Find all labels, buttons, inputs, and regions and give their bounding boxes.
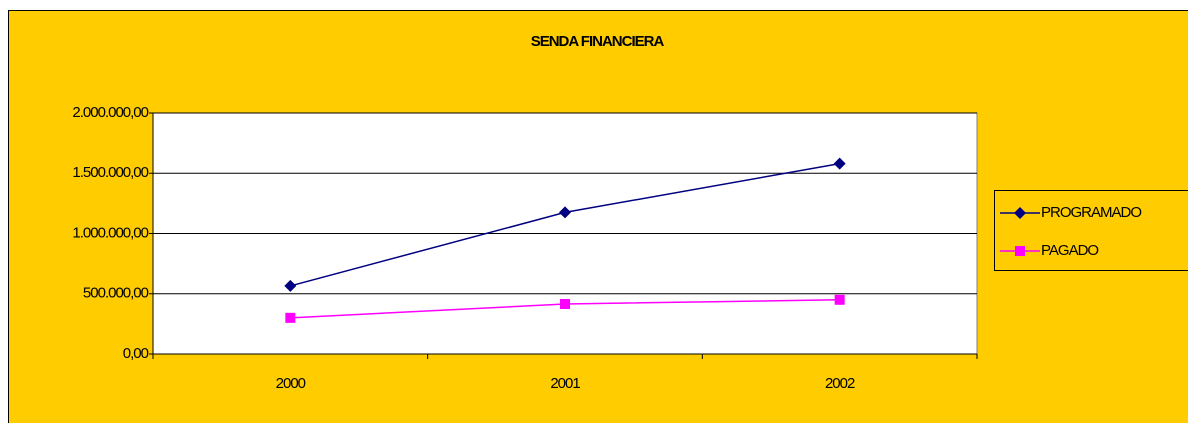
x-tick-label: 2002 bbox=[825, 375, 855, 392]
legend-label: PROGRAMADO bbox=[1041, 204, 1141, 221]
legend-box bbox=[994, 190, 1188, 271]
data-point bbox=[285, 312, 296, 323]
y-tick-label: 2.000.000,00 bbox=[72, 104, 148, 121]
x-tick-label: 2000 bbox=[276, 375, 306, 392]
legend-marker bbox=[1014, 207, 1026, 219]
data-point bbox=[559, 206, 571, 219]
x-tick-label: 2001 bbox=[550, 375, 580, 392]
data-point bbox=[560, 298, 570, 309]
legend-marker bbox=[1015, 246, 1025, 256]
legend-label: PAGADO bbox=[1041, 242, 1098, 259]
y-tick-label: 1.500.000,00 bbox=[72, 164, 148, 181]
chart-title: SENDA FINANCIERA bbox=[531, 33, 665, 50]
data-point bbox=[834, 294, 845, 305]
y-tick-label: 500.000,00 bbox=[83, 285, 149, 302]
y-tick-label: 1.000.000,00 bbox=[72, 224, 148, 241]
data-point bbox=[284, 279, 297, 292]
y-tick-label: 0,00 bbox=[123, 345, 149, 362]
data-point bbox=[833, 157, 846, 170]
